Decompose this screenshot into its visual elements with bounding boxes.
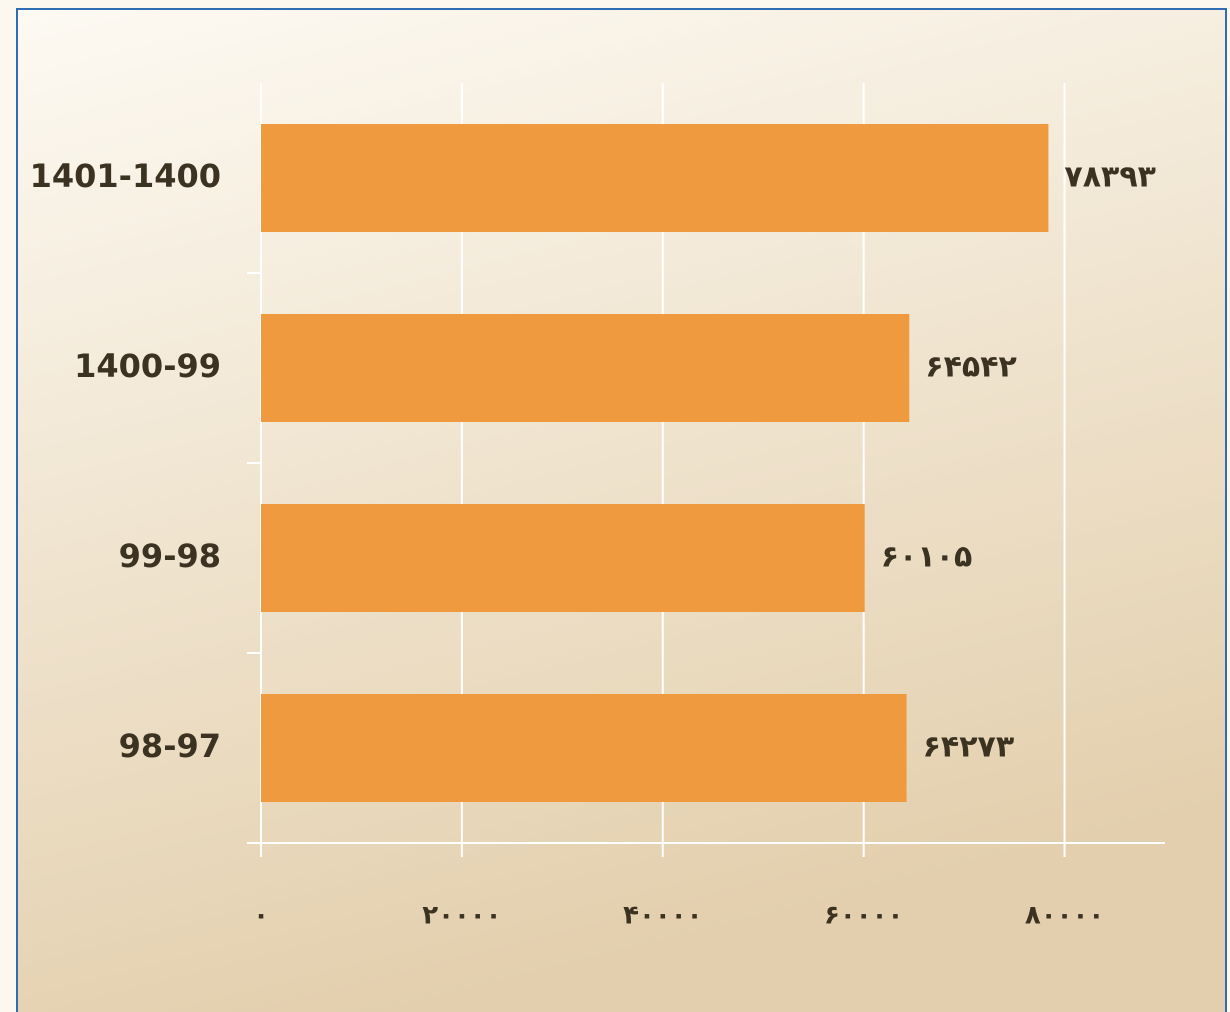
plot-area: ۰ ۲۰۰۰۰ ۴۰۰۰۰ ۶۰۰۰۰ ۸۰۰۰۰ 1401-1400 ۷۸۳۹۳ 1400-… <box>30 83 1165 931</box>
y-tick-label: 98-97 <box>119 727 221 765</box>
y-tick-label: 99-98 <box>119 537 221 575</box>
bar <box>261 124 1049 232</box>
bar <box>261 314 910 422</box>
value-label: ۶۴۲۷۳ <box>923 730 1015 765</box>
x-tick-label: ۴۰۰۰۰ <box>623 901 702 931</box>
bar <box>261 694 907 802</box>
value-label: ۷۸۳۹۳ <box>1064 160 1156 195</box>
value-label: ۶۰۱۰۵ <box>881 540 973 575</box>
value-label: ۶۴۵۴۲ <box>925 350 1017 385</box>
bar <box>261 504 865 612</box>
x-tick-label: ۲۰۰۰۰ <box>422 901 501 931</box>
y-tick-label: 1400-99 <box>74 347 221 385</box>
y-tick-label: 1401-1400 <box>30 157 221 195</box>
x-tick-label: ۰ <box>253 901 269 931</box>
x-tick-label: ۶۰۰۰۰ <box>824 901 903 931</box>
x-tick-label: ۸۰۰۰۰ <box>1025 901 1104 931</box>
